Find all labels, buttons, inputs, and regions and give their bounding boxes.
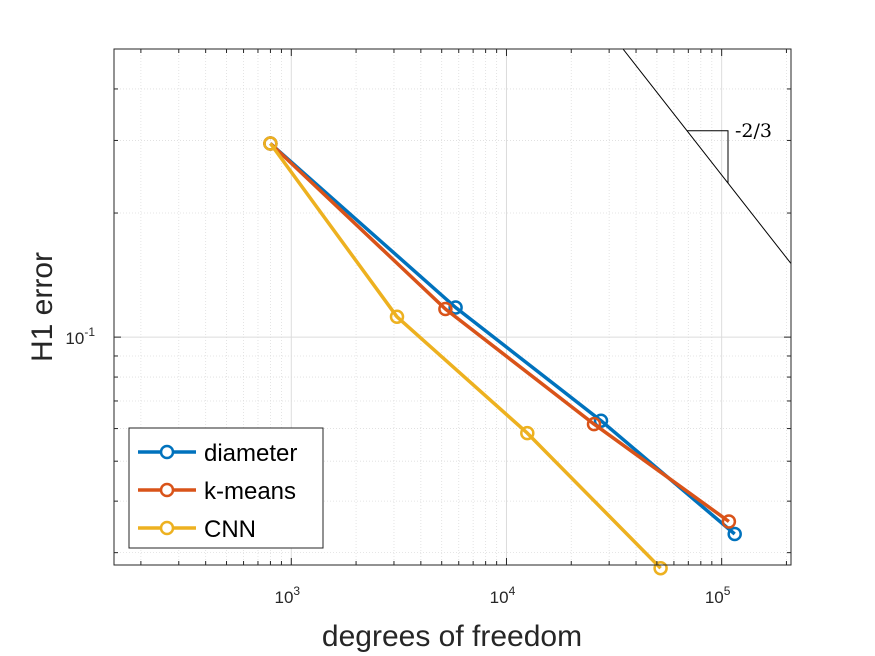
legend: diameter k-means CNN	[128, 427, 324, 549]
series-marker-cnn	[389, 309, 405, 325]
legend-marker-k-means	[159, 482, 175, 498]
slope-triangle	[687, 130, 729, 184]
legend-label-k-means: k-means	[204, 478, 296, 505]
series-marker-k-means	[721, 514, 737, 529]
series-marker-diameter	[727, 526, 742, 542]
series-marker-cnn	[520, 425, 535, 441]
x-axis-label: degrees of freedom	[322, 620, 582, 653]
plot-box	[113, 48, 792, 566]
series-marker-diameter	[593, 413, 609, 428]
legend-marker-cnn	[159, 520, 175, 536]
series-line-k-means	[269, 142, 730, 523]
series-marker-k-means	[438, 301, 453, 317]
legend-label-diameter: diameter	[204, 440, 297, 467]
slope-label: -2/3	[735, 120, 772, 142]
series-marker-k-means	[586, 416, 602, 432]
axis-ticks	[114, 48, 791, 565]
legend-marker-diameter	[159, 444, 175, 460]
slope-reference-line	[622, 49, 791, 265]
legend-label-cnn: CNN	[204, 516, 256, 543]
series-marker-cnn	[263, 136, 278, 151]
series-line-cnn	[268, 142, 662, 570]
y-axis-label: H1 error	[26, 252, 59, 362]
series-marker-cnn	[653, 560, 668, 576]
series-layer	[263, 136, 742, 576]
series-marker-diameter	[448, 300, 463, 315]
slope-indicator: -2/3	[622, 49, 791, 265]
